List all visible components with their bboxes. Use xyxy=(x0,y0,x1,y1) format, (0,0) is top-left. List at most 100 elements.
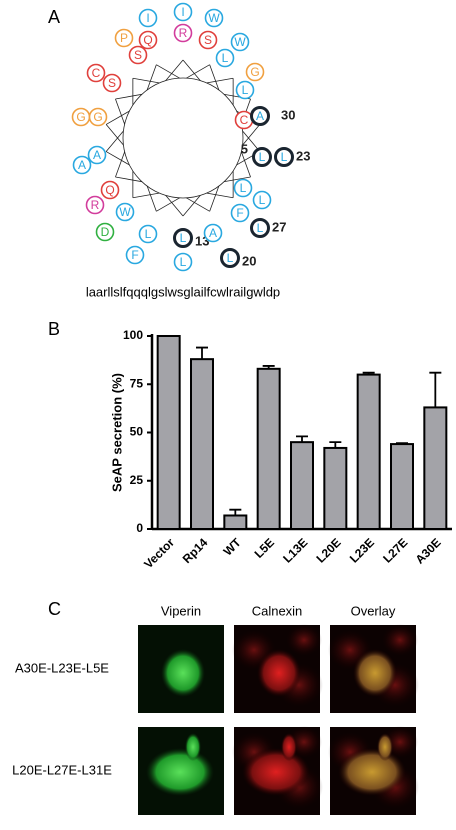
error-bar xyxy=(429,371,442,408)
residue-circle xyxy=(95,222,115,242)
residue-letter: S xyxy=(204,33,212,47)
error-bar xyxy=(329,441,342,448)
residue-circle xyxy=(125,245,145,265)
bar xyxy=(390,443,414,530)
x-tick-label: WT xyxy=(221,535,245,559)
residue-letter: L xyxy=(180,255,187,269)
residue-letter: C xyxy=(92,66,101,80)
cell xyxy=(338,748,406,796)
residue-letter: A xyxy=(93,148,101,162)
residue-letter: F xyxy=(131,248,138,262)
residue-circle xyxy=(115,202,135,222)
residue-circle xyxy=(88,107,108,127)
x-tick-label: L27E xyxy=(380,535,410,565)
residue-letter: W xyxy=(119,205,131,219)
residue-letter: L xyxy=(227,251,234,265)
column-label: Viperin xyxy=(161,603,201,618)
bar xyxy=(223,514,248,530)
residue-circle xyxy=(204,8,224,28)
residue-number: 27 xyxy=(272,219,286,234)
x-tick-label: L23E xyxy=(347,535,377,565)
residue-letter: L xyxy=(145,227,152,241)
residue-letter: A xyxy=(256,109,264,123)
residue-circle xyxy=(128,45,148,65)
residue-circle xyxy=(138,8,158,28)
error-bar xyxy=(262,365,275,369)
residue-circle xyxy=(233,178,253,198)
residue-letter: S xyxy=(108,76,116,90)
residue-letter: Q xyxy=(105,183,114,197)
residue-letter: G xyxy=(76,110,85,124)
residue-letter: G xyxy=(93,110,102,124)
residue-letter: A xyxy=(78,158,86,172)
cell xyxy=(281,733,297,761)
column-label: Calnexin xyxy=(252,603,303,618)
residue-circle xyxy=(72,155,92,175)
residue-circle xyxy=(114,28,134,48)
residue-circle xyxy=(252,147,272,167)
x-tick-label: Vector xyxy=(141,535,177,571)
error-bar xyxy=(296,435,308,443)
y-tick-label: 100 xyxy=(123,328,143,342)
residue-letter: Q xyxy=(143,33,152,47)
bar xyxy=(156,335,181,530)
residue-circle xyxy=(203,223,223,243)
error-bar xyxy=(396,442,408,445)
x-tick-label: A30E xyxy=(413,535,444,566)
x-tick-label: L13E xyxy=(280,535,310,565)
residue-number: 30 xyxy=(281,107,295,122)
residue-letter: L xyxy=(242,83,249,97)
residue-circle xyxy=(138,30,158,50)
sequence: laarllslfqqqlgslwsglailfcwlrailgwldp xyxy=(86,284,280,299)
bar xyxy=(423,406,448,530)
error-bar xyxy=(362,371,375,375)
residue-letter: C xyxy=(240,113,249,127)
bar xyxy=(256,367,281,530)
residue-letter: A xyxy=(209,226,217,240)
residue-circle xyxy=(138,224,158,244)
residue-letter: I xyxy=(181,5,184,19)
residue-circle xyxy=(87,145,107,165)
residue-circle xyxy=(85,195,105,215)
residue-circle xyxy=(220,248,240,268)
x-tick-label: L20E xyxy=(314,535,344,565)
residue-circle xyxy=(173,23,193,43)
residue-circle xyxy=(250,218,270,238)
residue-letter: R xyxy=(179,26,188,40)
residue-circle xyxy=(100,180,120,200)
x-tick-label: Rp14 xyxy=(180,535,211,566)
residue-letter: L xyxy=(180,231,187,245)
panel-letter: B xyxy=(48,319,60,339)
y-axis-label: SeAP secretion (%) xyxy=(109,373,124,492)
residue-number: 23 xyxy=(296,148,310,163)
cell-background xyxy=(382,624,418,656)
wheel-center xyxy=(122,77,244,199)
column-label: Overlay xyxy=(351,603,396,618)
error-bar xyxy=(229,508,242,516)
residue-letter: L xyxy=(259,193,266,207)
residue-circle xyxy=(252,190,272,210)
residue-circle xyxy=(173,252,193,272)
residue-letter: F xyxy=(236,206,243,220)
residue-circle xyxy=(235,80,255,100)
residue-circle xyxy=(245,62,265,82)
residue-circle xyxy=(274,147,294,167)
residue-circle xyxy=(198,30,218,50)
cell xyxy=(257,649,301,697)
cell xyxy=(146,748,214,796)
residue-number: 5 xyxy=(241,141,248,156)
residue-letter: L xyxy=(281,150,288,164)
y-tick-label: 25 xyxy=(130,473,144,487)
residue-circle xyxy=(173,228,193,248)
residue-circle xyxy=(86,63,106,83)
bar xyxy=(323,446,348,530)
micrographs: Viperin Calnexin Overlay A30E-L23E-L5E L20E-… xyxy=(12,603,419,815)
row-label: A30E-L23E-L5E xyxy=(15,660,109,675)
residue-circle xyxy=(250,106,270,126)
bar xyxy=(190,358,214,530)
y-tick-label: 0 xyxy=(136,521,143,535)
residue-circle xyxy=(102,73,122,93)
residue-circle xyxy=(230,203,250,223)
